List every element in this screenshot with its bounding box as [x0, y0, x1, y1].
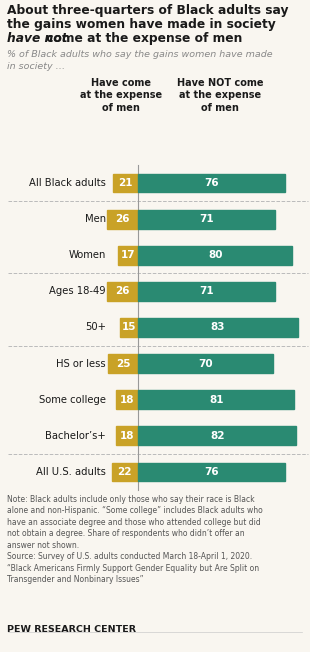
Text: All Black adults: All Black adults — [29, 178, 106, 188]
Bar — [116, 426, 138, 445]
Text: 76: 76 — [204, 467, 219, 477]
Bar — [138, 246, 292, 265]
Text: 71: 71 — [199, 214, 214, 224]
Text: 18: 18 — [120, 394, 135, 405]
Text: 71: 71 — [199, 286, 214, 297]
Bar — [116, 391, 138, 409]
Text: Some college: Some college — [39, 394, 106, 405]
Bar — [138, 282, 275, 301]
Text: have not: have not — [7, 32, 68, 45]
Text: Note: Black adults include only those who say their race is Black
alone and non-: Note: Black adults include only those wh… — [7, 495, 263, 584]
Bar — [107, 210, 138, 229]
Bar — [138, 462, 285, 481]
Text: PEW RESEARCH CENTER: PEW RESEARCH CENTER — [7, 625, 136, 634]
Text: 76: 76 — [204, 178, 219, 188]
Bar — [138, 426, 296, 445]
Text: Men: Men — [85, 214, 106, 224]
Text: % of Black adults who say the gains women have made
in society …: % of Black adults who say the gains wome… — [7, 50, 272, 71]
Bar — [138, 210, 275, 229]
Text: 25: 25 — [116, 359, 130, 368]
Text: Ages 18-49: Ages 18-49 — [49, 286, 106, 297]
Text: 82: 82 — [210, 431, 224, 441]
Bar — [112, 462, 138, 481]
Bar — [138, 354, 273, 373]
Bar — [138, 173, 285, 192]
Text: the gains women have made in society: the gains women have made in society — [7, 18, 276, 31]
Text: 21: 21 — [118, 178, 133, 188]
Text: 22: 22 — [117, 467, 132, 477]
Bar — [107, 282, 138, 301]
Text: 70: 70 — [198, 359, 213, 368]
Bar — [117, 246, 138, 265]
Text: 50+: 50+ — [85, 323, 106, 333]
Text: Have NOT come
at the expense
of men: Have NOT come at the expense of men — [177, 78, 263, 113]
Text: 80: 80 — [208, 250, 223, 260]
Text: HS or less: HS or less — [56, 359, 106, 368]
Text: 81: 81 — [209, 394, 224, 405]
Text: All U.S. adults: All U.S. adults — [36, 467, 106, 477]
Text: Bachelor’s+: Bachelor’s+ — [45, 431, 106, 441]
Bar — [113, 173, 138, 192]
Bar — [138, 318, 298, 337]
Text: 26: 26 — [115, 286, 130, 297]
Bar — [108, 354, 138, 373]
Text: Women: Women — [69, 250, 106, 260]
Text: About three-quarters of Black adults say: About three-quarters of Black adults say — [7, 4, 289, 17]
Text: come at the expense of men: come at the expense of men — [42, 32, 242, 45]
Text: 18: 18 — [120, 431, 135, 441]
Text: 83: 83 — [211, 323, 225, 333]
Text: 17: 17 — [121, 250, 135, 260]
Text: 26: 26 — [115, 214, 130, 224]
Text: Have come
at the expense
of men: Have come at the expense of men — [80, 78, 162, 113]
Bar — [138, 391, 294, 409]
Bar — [120, 318, 138, 337]
Text: 15: 15 — [122, 323, 136, 333]
